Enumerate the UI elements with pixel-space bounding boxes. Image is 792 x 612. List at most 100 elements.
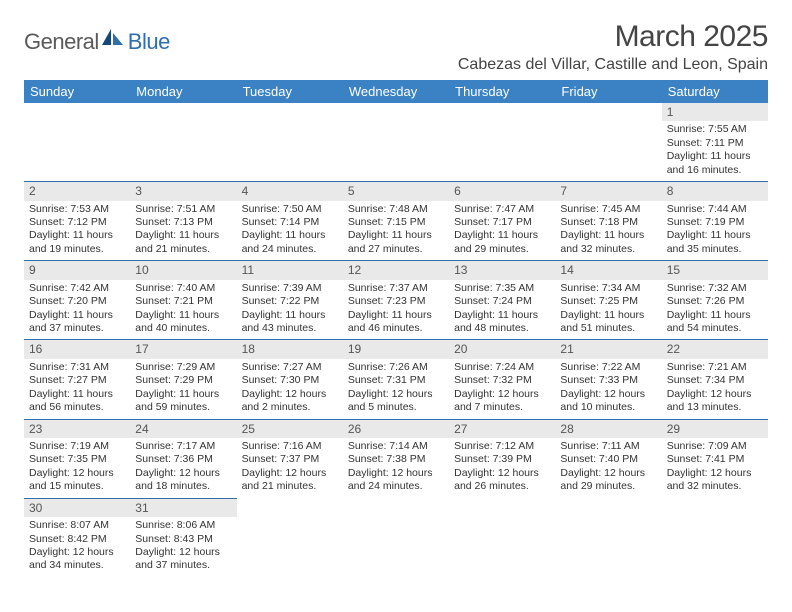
calendar-row: 23Sunrise: 7:19 AMSunset: 7:35 PMDayligh… xyxy=(24,419,768,498)
day-cell: 11Sunrise: 7:39 AMSunset: 7:22 PMDayligh… xyxy=(237,261,343,340)
day-details: Sunrise: 7:55 AMSunset: 7:11 PMDaylight:… xyxy=(662,121,768,181)
brand-part2: Blue xyxy=(128,29,170,55)
day-cell: 8Sunrise: 7:44 AMSunset: 7:19 PMDaylight… xyxy=(662,182,768,261)
day-number: 15 xyxy=(662,261,768,279)
day-cell: 23Sunrise: 7:19 AMSunset: 7:35 PMDayligh… xyxy=(24,419,130,498)
day-number: 31 xyxy=(130,499,236,517)
day-details: Sunrise: 7:35 AMSunset: 7:24 PMDaylight:… xyxy=(449,280,555,340)
day-cell: 26Sunrise: 7:14 AMSunset: 7:38 PMDayligh… xyxy=(343,419,449,498)
day-cell: 14Sunrise: 7:34 AMSunset: 7:25 PMDayligh… xyxy=(555,261,661,340)
day-details: Sunrise: 7:50 AMSunset: 7:14 PMDaylight:… xyxy=(237,201,343,261)
day-number: 16 xyxy=(24,340,130,358)
day-cell: 20Sunrise: 7:24 AMSunset: 7:32 PMDayligh… xyxy=(449,340,555,419)
day-cell: 21Sunrise: 7:22 AMSunset: 7:33 PMDayligh… xyxy=(555,340,661,419)
day-details: Sunrise: 7:29 AMSunset: 7:29 PMDaylight:… xyxy=(130,359,236,419)
day-details: Sunrise: 7:37 AMSunset: 7:23 PMDaylight:… xyxy=(343,280,449,340)
day-cell: 3Sunrise: 7:51 AMSunset: 7:13 PMDaylight… xyxy=(130,182,236,261)
day-number: 11 xyxy=(237,261,343,279)
empty-cell xyxy=(24,103,130,182)
header: General Blue March 2025 Cabezas del Vill… xyxy=(24,20,768,74)
day-details: Sunrise: 7:45 AMSunset: 7:18 PMDaylight:… xyxy=(555,201,661,261)
day-details: Sunrise: 7:53 AMSunset: 7:12 PMDaylight:… xyxy=(24,201,130,261)
day-details: Sunrise: 7:11 AMSunset: 7:40 PMDaylight:… xyxy=(555,438,661,498)
day-number: 14 xyxy=(555,261,661,279)
day-details: Sunrise: 7:14 AMSunset: 7:38 PMDaylight:… xyxy=(343,438,449,498)
weekday-header: Tuesday xyxy=(237,80,343,103)
day-number: 12 xyxy=(343,261,449,279)
day-details: Sunrise: 7:44 AMSunset: 7:19 PMDaylight:… xyxy=(662,201,768,261)
day-cell: 27Sunrise: 7:12 AMSunset: 7:39 PMDayligh… xyxy=(449,419,555,498)
day-number: 30 xyxy=(24,499,130,517)
day-number: 20 xyxy=(449,340,555,358)
calendar-row: 1Sunrise: 7:55 AMSunset: 7:11 PMDaylight… xyxy=(24,103,768,182)
empty-cell xyxy=(343,498,449,577)
day-cell: 17Sunrise: 7:29 AMSunset: 7:29 PMDayligh… xyxy=(130,340,236,419)
weekday-header: Monday xyxy=(130,80,236,103)
day-number: 1 xyxy=(662,103,768,121)
calendar-table: Sunday Monday Tuesday Wednesday Thursday… xyxy=(24,80,768,577)
day-number: 18 xyxy=(237,340,343,358)
day-details: Sunrise: 7:42 AMSunset: 7:20 PMDaylight:… xyxy=(24,280,130,340)
day-details: Sunrise: 8:06 AMSunset: 8:43 PMDaylight:… xyxy=(130,517,236,577)
day-cell: 15Sunrise: 7:32 AMSunset: 7:26 PMDayligh… xyxy=(662,261,768,340)
empty-cell xyxy=(555,498,661,577)
day-cell: 19Sunrise: 7:26 AMSunset: 7:31 PMDayligh… xyxy=(343,340,449,419)
day-number: 24 xyxy=(130,420,236,438)
calendar-row: 9Sunrise: 7:42 AMSunset: 7:20 PMDaylight… xyxy=(24,261,768,340)
day-details: Sunrise: 7:24 AMSunset: 7:32 PMDaylight:… xyxy=(449,359,555,419)
day-details: Sunrise: 7:39 AMSunset: 7:22 PMDaylight:… xyxy=(237,280,343,340)
empty-cell xyxy=(237,103,343,182)
day-number: 22 xyxy=(662,340,768,358)
empty-cell xyxy=(237,498,343,577)
day-cell: 24Sunrise: 7:17 AMSunset: 7:36 PMDayligh… xyxy=(130,419,236,498)
brand-logo: General Blue xyxy=(24,28,170,55)
day-number: 26 xyxy=(343,420,449,438)
weekday-header: Sunday xyxy=(24,80,130,103)
day-number: 19 xyxy=(343,340,449,358)
day-cell: 4Sunrise: 7:50 AMSunset: 7:14 PMDaylight… xyxy=(237,182,343,261)
month-title: March 2025 xyxy=(458,20,768,54)
day-number: 21 xyxy=(555,340,661,358)
day-cell: 16Sunrise: 7:31 AMSunset: 7:27 PMDayligh… xyxy=(24,340,130,419)
day-number: 5 xyxy=(343,182,449,200)
empty-cell xyxy=(662,498,768,577)
day-cell: 10Sunrise: 7:40 AMSunset: 7:21 PMDayligh… xyxy=(130,261,236,340)
day-number: 3 xyxy=(130,182,236,200)
day-cell: 25Sunrise: 7:16 AMSunset: 7:37 PMDayligh… xyxy=(237,419,343,498)
day-details: Sunrise: 7:34 AMSunset: 7:25 PMDaylight:… xyxy=(555,280,661,340)
day-cell: 28Sunrise: 7:11 AMSunset: 7:40 PMDayligh… xyxy=(555,419,661,498)
day-cell: 22Sunrise: 7:21 AMSunset: 7:34 PMDayligh… xyxy=(662,340,768,419)
day-details: Sunrise: 7:19 AMSunset: 7:35 PMDaylight:… xyxy=(24,438,130,498)
brand-sail-icon xyxy=(102,28,124,51)
calendar-body: 1Sunrise: 7:55 AMSunset: 7:11 PMDaylight… xyxy=(24,103,768,577)
brand-part1: General xyxy=(24,29,99,55)
day-number: 28 xyxy=(555,420,661,438)
day-details: Sunrise: 7:12 AMSunset: 7:39 PMDaylight:… xyxy=(449,438,555,498)
day-details: Sunrise: 7:47 AMSunset: 7:17 PMDaylight:… xyxy=(449,201,555,261)
day-details: Sunrise: 7:31 AMSunset: 7:27 PMDaylight:… xyxy=(24,359,130,419)
day-cell: 30Sunrise: 8:07 AMSunset: 8:42 PMDayligh… xyxy=(24,498,130,577)
empty-cell xyxy=(130,103,236,182)
weekday-header: Saturday xyxy=(662,80,768,103)
title-block: March 2025 Cabezas del Villar, Castille … xyxy=(458,20,768,74)
empty-cell xyxy=(555,103,661,182)
calendar-row: 2Sunrise: 7:53 AMSunset: 7:12 PMDaylight… xyxy=(24,182,768,261)
day-cell: 12Sunrise: 7:37 AMSunset: 7:23 PMDayligh… xyxy=(343,261,449,340)
day-cell: 9Sunrise: 7:42 AMSunset: 7:20 PMDaylight… xyxy=(24,261,130,340)
calendar-row: 16Sunrise: 7:31 AMSunset: 7:27 PMDayligh… xyxy=(24,340,768,419)
day-details: Sunrise: 7:16 AMSunset: 7:37 PMDaylight:… xyxy=(237,438,343,498)
day-number: 9 xyxy=(24,261,130,279)
day-details: Sunrise: 7:27 AMSunset: 7:30 PMDaylight:… xyxy=(237,359,343,419)
day-number: 4 xyxy=(237,182,343,200)
day-cell: 1Sunrise: 7:55 AMSunset: 7:11 PMDaylight… xyxy=(662,103,768,182)
empty-cell xyxy=(449,498,555,577)
day-cell: 6Sunrise: 7:47 AMSunset: 7:17 PMDaylight… xyxy=(449,182,555,261)
day-details: Sunrise: 8:07 AMSunset: 8:42 PMDaylight:… xyxy=(24,517,130,577)
day-number: 6 xyxy=(449,182,555,200)
day-details: Sunrise: 7:40 AMSunset: 7:21 PMDaylight:… xyxy=(130,280,236,340)
day-number: 23 xyxy=(24,420,130,438)
day-number: 25 xyxy=(237,420,343,438)
day-details: Sunrise: 7:51 AMSunset: 7:13 PMDaylight:… xyxy=(130,201,236,261)
day-number: 7 xyxy=(555,182,661,200)
day-cell: 5Sunrise: 7:48 AMSunset: 7:15 PMDaylight… xyxy=(343,182,449,261)
